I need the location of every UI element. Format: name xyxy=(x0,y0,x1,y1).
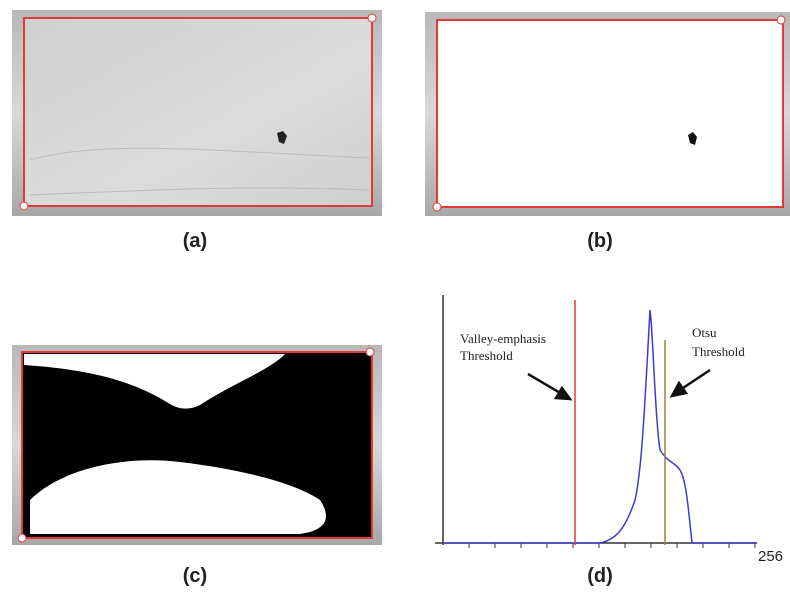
caption: (a) xyxy=(183,230,207,252)
image-binary xyxy=(436,19,784,208)
defect xyxy=(688,132,697,145)
caption: (c) xyxy=(183,565,207,587)
corner xyxy=(365,347,375,357)
corner xyxy=(19,201,29,211)
annotation: Otsu xyxy=(692,325,717,340)
streak xyxy=(29,147,371,161)
panel-a: (a) xyxy=(12,10,382,252)
arrows xyxy=(527,368,711,401)
streak xyxy=(29,187,371,196)
corner xyxy=(17,533,27,543)
panel-c: (c) xyxy=(12,345,382,587)
corner xyxy=(432,202,442,212)
annotation: Threshold xyxy=(460,348,513,363)
x-ticks xyxy=(468,543,756,548)
panel-d: Valley-emphasis Threshold Otsu Threshold… xyxy=(435,295,783,587)
image-gray xyxy=(23,17,373,207)
white-region xyxy=(24,354,285,409)
defect xyxy=(277,131,287,144)
corner xyxy=(776,15,786,25)
annotation: Threshold xyxy=(692,344,745,359)
caption: (d) xyxy=(587,565,613,587)
x-max-label: 256 xyxy=(758,548,783,565)
annotation: Valley-emphasis xyxy=(460,331,546,346)
histogram-curve xyxy=(443,309,757,544)
caption: (b) xyxy=(587,230,613,252)
panel-b: (b) xyxy=(425,12,790,252)
corner xyxy=(367,13,377,23)
white-region xyxy=(30,460,326,534)
